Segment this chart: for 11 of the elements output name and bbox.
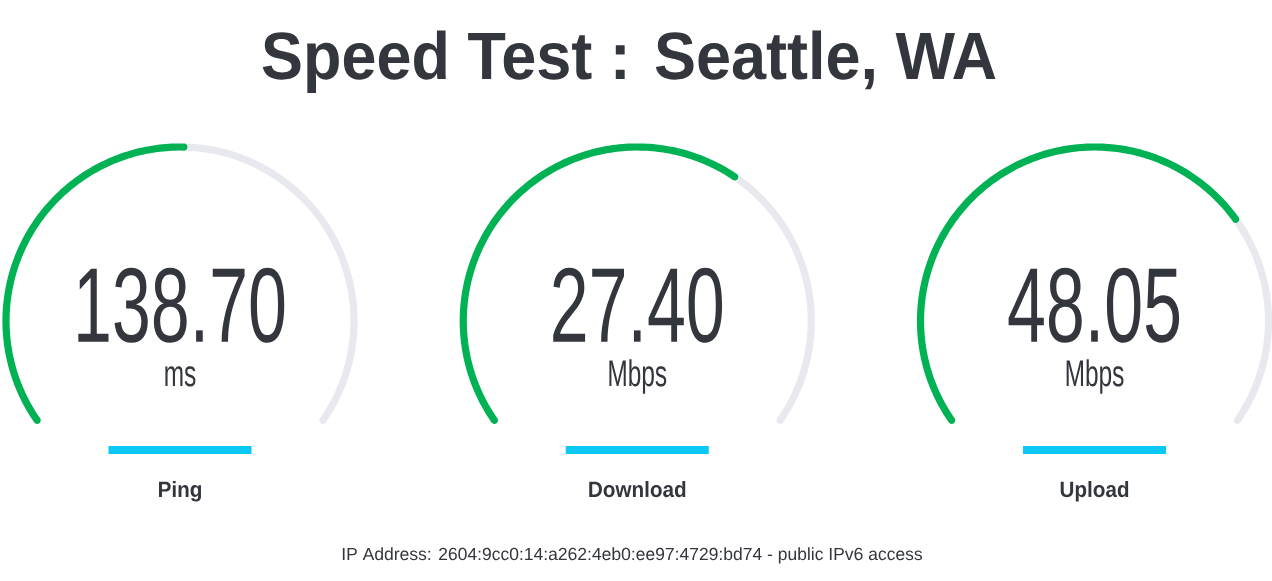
text: Speed Test : Seattle, WA [262, 30, 996, 93]
text: Ping [158, 480, 202, 502]
text: 138.70 [78, 267, 285, 343]
text: Upload [1060, 480, 1129, 502]
text: 27.40 [553, 267, 723, 343]
text: Mbps [609, 359, 667, 394]
text: 48.05 [1008, 267, 1180, 343]
text: Mbps [1066, 359, 1124, 394]
text: ms [165, 366, 196, 387]
text: IP Address: 2604:9cc0:14:a262:4eb0:ee97:4729:bd74 - public IPv6 access [342, 547, 923, 564]
text: Download [589, 480, 686, 498]
